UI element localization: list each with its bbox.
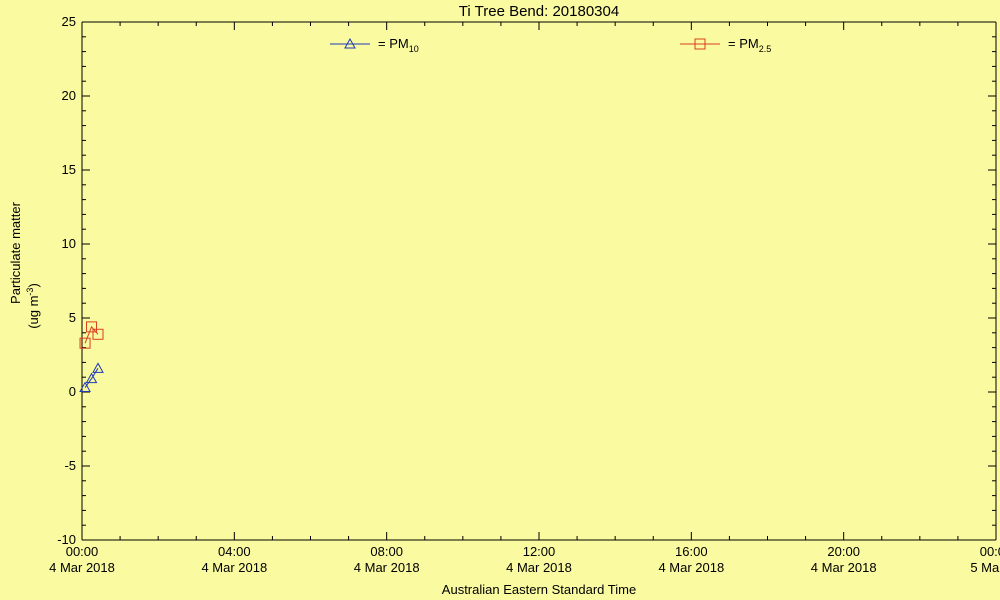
- y-tick-label: 25: [62, 14, 76, 29]
- x-tick-time: 16:00: [675, 544, 708, 559]
- x-tick-date: 4 Mar 2018: [506, 560, 572, 575]
- y-tick-label: 20: [62, 88, 76, 103]
- x-tick-time: 00:00: [66, 544, 99, 559]
- chart-container: Ti Tree Bend: 20180304-10-5051015202500:…: [0, 0, 1000, 600]
- chart-title: Ti Tree Bend: 20180304: [459, 3, 619, 20]
- x-tick-date: 5 Mar 20: [970, 560, 1000, 575]
- x-tick-time: 20:00: [827, 544, 860, 559]
- x-tick-date: 4 Mar 2018: [201, 560, 267, 575]
- x-axis-label: Australian Eastern Standard Time: [442, 582, 636, 597]
- chart-svg: Ti Tree Bend: 20180304-10-5051015202500:…: [0, 0, 1000, 600]
- y-tick-label: 15: [62, 162, 76, 177]
- x-tick-time: 12:00: [523, 544, 556, 559]
- y-tick-label: 10: [62, 236, 76, 251]
- y-tick-label: -5: [64, 458, 76, 473]
- x-tick-date: 4 Mar 2018: [811, 560, 877, 575]
- x-tick-date: 4 Mar 2018: [658, 560, 724, 575]
- x-tick-date: 4 Mar 2018: [49, 560, 115, 575]
- y-tick-label: 5: [69, 310, 76, 325]
- x-tick-time: 00:00: [980, 544, 1000, 559]
- y-axis-label: Particulate matter: [8, 201, 23, 304]
- x-tick-date: 4 Mar 2018: [354, 560, 420, 575]
- y-tick-label: 0: [69, 384, 76, 399]
- x-tick-time: 04:00: [218, 544, 251, 559]
- x-tick-time: 08:00: [370, 544, 403, 559]
